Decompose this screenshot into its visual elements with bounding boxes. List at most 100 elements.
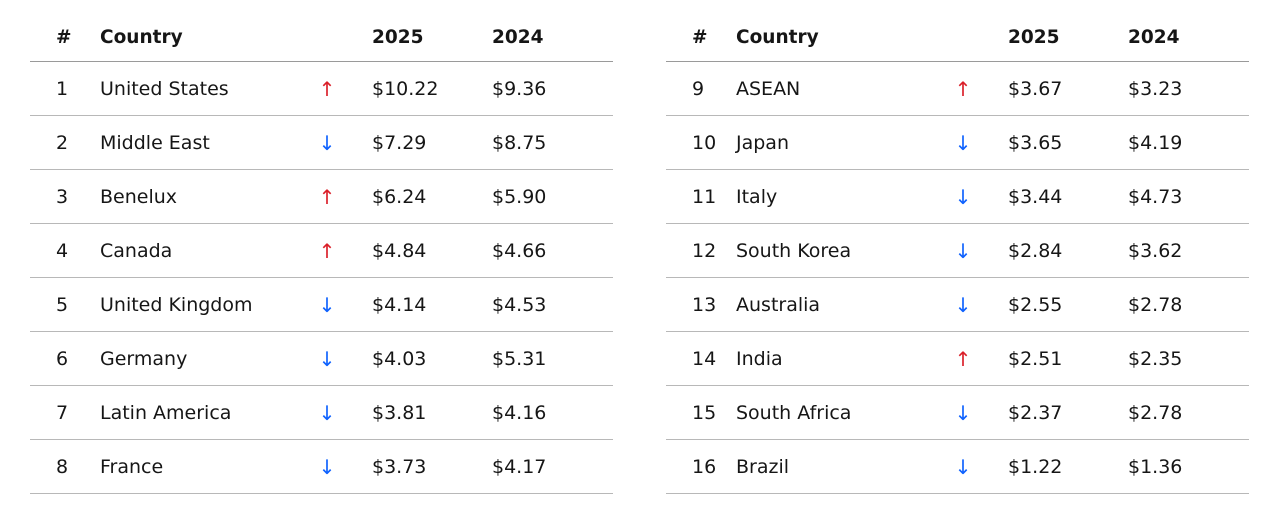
- country-cell: France: [100, 455, 164, 478]
- header-country: Country: [736, 27, 819, 48]
- trend-down-icon: ↓: [318, 130, 336, 155]
- header-2025: 2025: [1008, 27, 1060, 48]
- header-rank: #: [692, 27, 708, 48]
- value-2024-cell: $8.75: [492, 131, 547, 154]
- table-body-right: 9 ASEAN ↑ $3.67 $3.23 10 Japan ↓ $3.65 $4.19 11 Ita…: [666, 62, 1249, 494]
- rank-cell: 1: [56, 77, 69, 100]
- country-cell: ASEAN: [736, 77, 801, 100]
- trend-down-icon: ↓: [954, 292, 972, 317]
- table-row: 7 Latin America ↓ $3.81 $4.16: [30, 386, 613, 440]
- trend-down-icon: ↓: [954, 184, 972, 209]
- trend-up-icon: ↑: [318, 184, 336, 209]
- rank-cell: 7: [56, 401, 69, 424]
- table-row: 14 India ↑ $2.51 $2.35: [666, 332, 1249, 386]
- header-rank: #: [56, 27, 72, 48]
- header-2025: 2025: [372, 27, 424, 48]
- table-row: 4 Canada ↑ $4.84 $4.66: [30, 224, 613, 278]
- value-2025-cell: $7.29: [372, 131, 427, 154]
- rank-cell: 3: [56, 185, 69, 208]
- value-2024-cell: $4.16: [492, 401, 547, 424]
- table-row: 3 Benelux ↑ $6.24 $5.90: [30, 170, 613, 224]
- country-cell: United States: [100, 77, 229, 100]
- value-2025-cell: $1.22: [1008, 455, 1063, 478]
- rank-cell: 10: [692, 131, 717, 154]
- rank-cell: 2: [56, 131, 69, 154]
- header-2024: 2024: [1128, 27, 1180, 48]
- country-cell: Canada: [100, 239, 173, 262]
- value-2025-cell: $4.84: [372, 239, 427, 262]
- rank-cell: 9: [692, 77, 705, 100]
- rank-cell: 11: [692, 185, 717, 208]
- table-row: 16 Brazil ↓ $1.22 $1.36: [666, 440, 1249, 494]
- value-2025-cell: $3.65: [1008, 131, 1063, 154]
- trend-down-icon: ↓: [318, 292, 336, 317]
- value-2024-cell: $5.31: [492, 347, 547, 370]
- trend-down-icon: ↓: [318, 454, 336, 479]
- table-body-left: 1 United States ↑ $10.22 $9.36 2 Middle East ↓ $…: [30, 62, 613, 494]
- value-2025-cell: $2.51: [1008, 347, 1063, 370]
- table-row: 1 United States ↑ $10.22 $9.36: [30, 62, 613, 116]
- trend-up-icon: ↑: [318, 76, 336, 101]
- country-cell: Latin America: [100, 401, 232, 424]
- table-row: 9 ASEAN ↑ $3.67 $3.23: [666, 62, 1249, 116]
- value-2025-cell: $4.03: [372, 347, 427, 370]
- header-country: Country: [100, 27, 183, 48]
- header-2024: 2024: [492, 27, 544, 48]
- country-cell: Germany: [100, 347, 188, 370]
- country-cell: South Korea: [736, 239, 852, 262]
- trend-up-icon: ↑: [954, 346, 972, 371]
- country-cell: Australia: [736, 293, 821, 316]
- rank-cell: 16: [692, 455, 717, 478]
- rank-cell: 6: [56, 347, 69, 370]
- country-cell: Brazil: [736, 455, 790, 478]
- value-2024-cell: $5.90: [492, 185, 547, 208]
- table-header: # Country 2025 2024: [30, 14, 613, 62]
- value-2024-cell: $2.35: [1128, 347, 1183, 370]
- value-2024-cell: $2.78: [1128, 293, 1183, 316]
- value-2024-cell: $4.73: [1128, 185, 1183, 208]
- country-cell: South Africa: [736, 401, 852, 424]
- value-2025-cell: $3.81: [372, 401, 427, 424]
- value-2025-cell: $3.73: [372, 455, 427, 478]
- value-2024-cell: $4.53: [492, 293, 547, 316]
- trend-down-icon: ↓: [954, 400, 972, 425]
- table-row: 13 Australia ↓ $2.55 $2.78: [666, 278, 1249, 332]
- country-cell: Benelux: [100, 185, 178, 208]
- value-2024-cell: $1.36: [1128, 455, 1183, 478]
- trend-down-icon: ↓: [318, 400, 336, 425]
- country-cell: United Kingdom: [100, 293, 253, 316]
- value-2024-cell: $4.66: [492, 239, 547, 262]
- trend-down-icon: ↓: [954, 238, 972, 263]
- value-2024-cell: $2.78: [1128, 401, 1183, 424]
- rank-cell: 14: [692, 347, 717, 370]
- value-2025-cell: $3.44: [1008, 185, 1063, 208]
- value-2024-cell: $3.62: [1128, 239, 1183, 262]
- ranking-table-right: # Country 2025 2024 9 ASEAN ↑ $3.67 $3.23 10 J…: [666, 14, 1249, 494]
- table-row: 5 United Kingdom ↓ $4.14 $4.53: [30, 278, 613, 332]
- value-2025-cell: $10.22: [372, 77, 439, 100]
- table-row: 11 Italy ↓ $3.44 $4.73: [666, 170, 1249, 224]
- trend-up-icon: ↑: [954, 76, 972, 101]
- country-cell: Middle East: [100, 131, 210, 154]
- value-2024-cell: $4.19: [1128, 131, 1183, 154]
- trend-up-icon: ↑: [318, 238, 336, 263]
- table-row: 15 South Africa ↓ $2.37 $2.78: [666, 386, 1249, 440]
- trend-down-icon: ↓: [318, 346, 336, 371]
- table-row: 10 Japan ↓ $3.65 $4.19: [666, 116, 1249, 170]
- table-row: 2 Middle East ↓ $7.29 $8.75: [30, 116, 613, 170]
- table-row: 8 France ↓ $3.73 $4.17: [30, 440, 613, 494]
- rank-cell: 15: [692, 401, 717, 424]
- value-2024-cell: $4.17: [492, 455, 547, 478]
- table-row: 6 Germany ↓ $4.03 $5.31: [30, 332, 613, 386]
- value-2024-cell: $9.36: [492, 77, 547, 100]
- value-2025-cell: $6.24: [372, 185, 427, 208]
- rank-cell: 12: [692, 239, 717, 262]
- table-header: # Country 2025 2024: [666, 14, 1249, 62]
- trend-down-icon: ↓: [954, 454, 972, 479]
- trend-down-icon: ↓: [954, 130, 972, 155]
- rank-cell: 5: [56, 293, 69, 316]
- value-2025-cell: $2.55: [1008, 293, 1063, 316]
- rank-cell: 4: [56, 239, 69, 262]
- rank-cell: 8: [56, 455, 69, 478]
